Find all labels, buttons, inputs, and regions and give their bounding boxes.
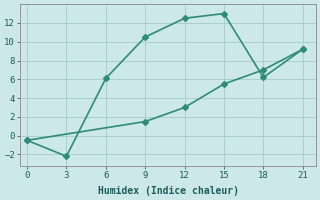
X-axis label: Humidex (Indice chaleur): Humidex (Indice chaleur) — [98, 186, 239, 196]
